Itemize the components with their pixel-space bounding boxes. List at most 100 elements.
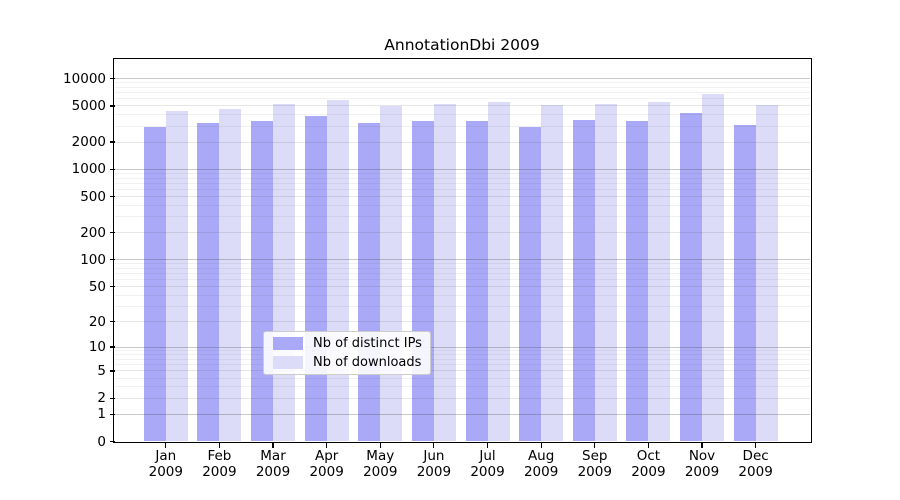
y-tick-mark [109,78,115,80]
bar-downloads-jan [165,111,188,442]
bar-downloads-aug [541,105,564,442]
gridline-minor [114,177,810,179]
legend-entry-downloads: Nb of downloads [273,355,421,370]
y-tick-mark [109,440,115,443]
y-tick-mark [109,196,115,198]
gridline-minor [114,204,810,206]
bar-downloads-apr [326,100,349,442]
bar-distinct-ips-feb [197,123,220,442]
x-tick-label-mar: Mar 2009 [255,448,291,480]
gridline-minor [114,305,810,307]
bar-distinct-ips-jan [143,127,166,442]
gridline-minor [114,92,810,94]
gridline-minor [114,267,810,269]
x-tick-mark [218,443,220,448]
y-tick-label-0: 0 [97,433,106,450]
gridline-5000 [114,105,810,107]
gridline-minor [114,386,810,388]
legend-entry-distinct-ips: Nb of distinct IPs [273,336,422,351]
x-tick-mark [540,443,542,448]
x-tick-mark [701,443,703,448]
bar-distinct-ips-oct [626,121,649,442]
gridline-10000 [114,78,810,80]
gridline-500 [114,196,810,198]
legend: Nb of distinct IPs Nb of downloads [263,331,431,375]
y-tick-label-20: 20 [88,313,106,330]
gridline-minor [114,263,810,265]
gridline-minor [114,359,810,361]
x-tick-mark [486,443,489,448]
y-tick-mark [109,232,115,234]
gridline-minor [114,182,810,184]
y-tick-mark [109,370,115,372]
gridline-minor [114,114,810,116]
x-tick-mark [594,443,596,448]
gridline-minor [114,86,810,88]
y-tick-label-200: 200 [80,224,106,241]
gridline-1 [114,413,810,415]
gridline-minor [114,377,810,379]
x-tick-mark [165,443,167,448]
y-tick-mark [109,320,115,323]
y-tick-label-5000: 5000 [71,97,106,114]
bar-distinct-ips-jul [465,121,488,442]
gridline-minor [114,125,810,127]
bar-downloads-feb [219,109,242,442]
bar-distinct-ips-dec [733,125,756,442]
x-tick-label-sep: Sep 2009 [577,448,612,480]
y-tick-label-500: 500 [80,188,106,205]
y-tick-label-5: 5 [97,362,106,379]
y-tick-label-10: 10 [88,339,106,356]
y-tick-label-100: 100 [80,251,106,268]
chart-title: AnnotationDbi 2009 [384,36,540,54]
gridline-minor [114,173,810,174]
bar-distinct-ips-aug [519,126,542,442]
x-tick-label-nov: Nov 2009 [684,448,720,480]
x-tick-mark [326,443,328,448]
x-tick-label-apr: Apr 2009 [309,448,344,480]
y-tick-mark [109,141,115,143]
gridline-2 [114,397,810,399]
gridline-minor [114,98,810,100]
x-tick-label-oct: Oct 2009 [631,448,666,480]
y-tick-label-2: 2 [97,390,106,407]
distinct-ips-swatch-icon [273,337,303,350]
bar-downloads-jun [433,104,456,442]
bar-downloads-jul [487,102,510,442]
x-tick-label-jun: Jun 2009 [416,448,452,480]
legend-label: Nb of distinct IPs [313,336,422,351]
gridline-minor [114,354,810,356]
gridline-minor [114,82,810,84]
x-tick-label-may: May 2009 [363,448,398,480]
gridline-100 [114,259,810,261]
y-tick-mark [109,168,115,170]
y-tick-mark [109,259,115,261]
gridline-minor [114,216,810,218]
x-tick-label-jul: Jul 2009 [470,448,505,480]
x-tick-label-jan: Jan 2009 [148,448,183,480]
bar-distinct-ips-may [358,122,381,442]
x-tick-mark [272,443,274,448]
x-tick-mark [755,443,757,448]
x-tick-label-aug: Aug 2009 [523,448,559,480]
y-tick-label-1: 1 [97,406,106,423]
gridline-5 [114,370,810,372]
x-tick-mark [433,443,435,448]
y-tick-mark [109,346,115,348]
gridline-50 [114,286,810,288]
gridline-minor [114,188,810,190]
bar-downloads-dec [755,104,778,442]
plot-area [114,59,810,442]
gridline-minor [114,364,810,366]
y-tick-mark [109,413,115,415]
gridline-minor [114,294,810,296]
bar-downloads-nov [702,94,724,442]
bar-downloads-oct [648,102,671,442]
x-tick-mark [647,443,649,448]
bar-distinct-ips-sep [572,120,595,442]
bar-downloads-sep [594,104,617,442]
y-tick-mark [109,105,115,107]
gridline-minor [114,273,810,275]
gridline-1000 [114,168,810,170]
